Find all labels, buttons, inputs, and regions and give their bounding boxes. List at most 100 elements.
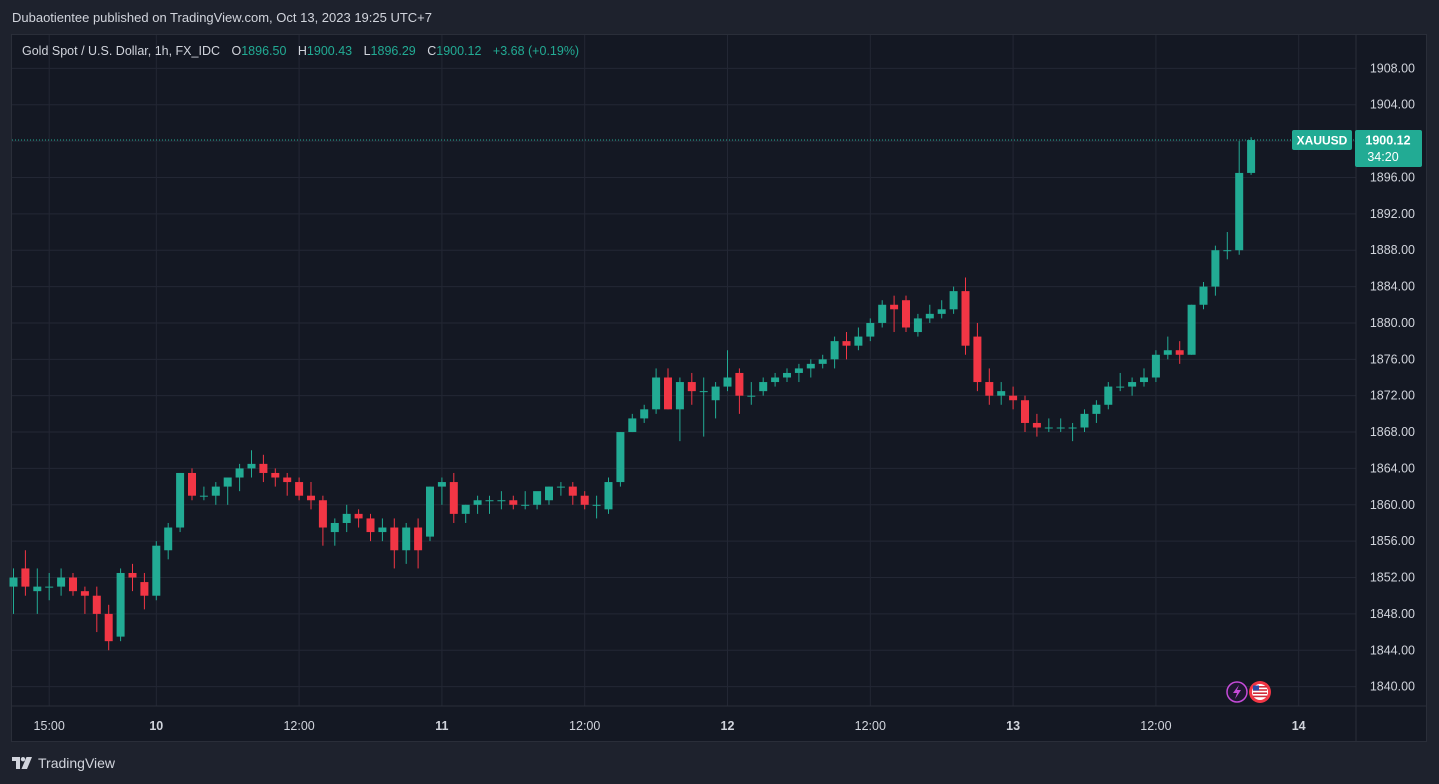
candle-body <box>866 322 875 337</box>
change-value: +3.68 (+0.19%) <box>492 44 580 58</box>
candle-body <box>104 613 113 642</box>
candle-body <box>735 372 744 396</box>
candle-body <box>925 313 934 319</box>
price-tick-label: 1840.00 <box>1370 680 1415 694</box>
candle-body <box>1175 350 1184 355</box>
flag-canton <box>1253 685 1259 691</box>
candle-body <box>961 291 970 346</box>
candle-body <box>176 472 185 528</box>
candle-body <box>259 463 268 473</box>
candle-body <box>378 527 387 533</box>
candle-body <box>92 595 101 614</box>
lightning-event-icon[interactable] <box>1226 681 1248 703</box>
candle-body <box>1128 382 1137 387</box>
candle-body <box>616 432 625 483</box>
candle-body <box>116 572 125 637</box>
publisher-text: Dubaotientee published on TradingView.co… <box>12 10 433 25</box>
price-tags: XAUUSD 1900.12 34:20 <box>1292 130 1422 168</box>
price-tick-label: 1856.00 <box>1370 534 1415 548</box>
candle-body <box>830 341 839 360</box>
candle-body <box>402 527 411 551</box>
candle-body <box>699 391 708 393</box>
candle-body <box>164 527 173 551</box>
candle-body <box>1092 404 1101 414</box>
price-tick-label: 1860.00 <box>1370 498 1415 512</box>
flag-stripe <box>1253 692 1267 694</box>
candle-body <box>711 386 720 401</box>
candle-body <box>1104 386 1113 405</box>
candle-body <box>1223 250 1232 252</box>
candle-body <box>188 472 196 496</box>
time-tick-label: 12 <box>721 719 735 733</box>
close-label: C <box>427 44 437 58</box>
candle-body <box>69 577 77 592</box>
candle-body <box>295 482 304 496</box>
candle-body <box>652 377 661 410</box>
candle-body <box>985 382 994 396</box>
candle-body <box>437 482 446 487</box>
candle-body <box>57 577 66 587</box>
candle-body <box>937 309 946 314</box>
candle-body <box>1199 286 1208 305</box>
candle-body <box>152 545 161 596</box>
price-tick-label: 1892.00 <box>1370 207 1415 221</box>
candle-body <box>199 495 208 497</box>
candle-body <box>913 318 922 333</box>
candle-body <box>342 513 351 523</box>
candle-body <box>1044 427 1053 429</box>
price-axis: 1908.001904.001900.001896.001892.001888.… <box>1370 61 1415 693</box>
candle-body <box>997 391 1006 396</box>
bar-countdown: 34:20 <box>1367 150 1398 164</box>
time-tick-label: 12:00 <box>1140 719 1171 733</box>
price-tick-label: 1848.00 <box>1370 607 1415 621</box>
candle-body <box>842 341 851 346</box>
chart-grid <box>12 35 1426 741</box>
lightning-bolt-shape <box>1233 685 1241 699</box>
symbol-tag-bg <box>1292 130 1352 151</box>
time-axis: 15:00 10 12:00 11 12:00 12 12:00 13 12:00 14 <box>34 719 1306 733</box>
open-label: O <box>231 44 242 58</box>
candle-body <box>604 482 613 510</box>
price-tick-label: 1908.00 <box>1370 61 1415 75</box>
chart-legend: Gold Spot / U.S. Dollar, 1h, FX_IDC O189… <box>22 44 579 58</box>
price-tick-label: 1864.00 <box>1370 461 1415 475</box>
candle-body <box>21 568 30 587</box>
price-tag-bg <box>1355 130 1422 168</box>
time-tick-label: 12:00 <box>283 719 314 733</box>
price-tick-label: 1896.00 <box>1370 170 1415 184</box>
tradingview-logo-icon <box>12 757 32 769</box>
high-label: H <box>297 44 307 58</box>
candle-body <box>818 359 827 364</box>
time-tick-label: 11 <box>435 719 448 733</box>
candle-body <box>759 382 768 392</box>
price-tick-label: 1852.00 <box>1370 571 1415 585</box>
candle-body <box>1056 427 1065 429</box>
candle-body <box>628 418 637 433</box>
candle-body <box>473 500 482 505</box>
candle-body <box>747 395 756 397</box>
brand-logo[interactable]: TradingView <box>12 755 115 771</box>
candle-body <box>366 518 375 533</box>
price-tick-label: 1904.00 <box>1370 98 1415 112</box>
flag-stripe <box>1253 686 1267 688</box>
candle-body <box>723 377 732 387</box>
candle-body <box>414 527 423 551</box>
candle-body <box>949 291 958 310</box>
candle-body <box>568 486 577 496</box>
us-flag-event-icon[interactable] <box>1249 681 1271 703</box>
candle-body <box>806 363 815 369</box>
candle-body <box>1151 354 1160 378</box>
candle-body <box>461 504 470 514</box>
time-tick-label: 15:00 <box>34 719 65 733</box>
candle-body <box>545 486 553 501</box>
candle-body <box>687 382 696 392</box>
top-bar: Dubaotientee published on TradingView.co… <box>0 0 1439 34</box>
candle-body <box>1009 395 1018 401</box>
candle-body <box>330 522 339 533</box>
candle-body <box>223 477 232 487</box>
candle-body <box>1247 140 1256 173</box>
candle-body <box>521 504 530 506</box>
symbol-tag-label: XAUUSD <box>1297 134 1348 148</box>
candle-body <box>449 482 458 514</box>
